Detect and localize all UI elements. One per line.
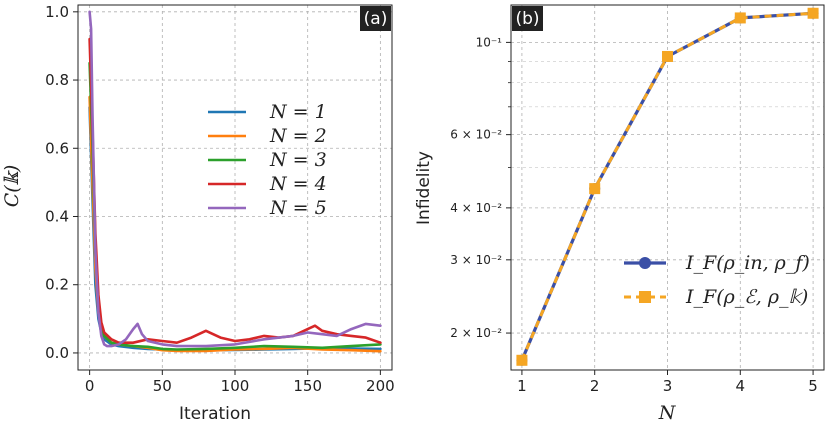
panel-a-legend-label: N = 4 [269, 173, 327, 195]
panel-b-xtick-label: 3 [663, 377, 673, 395]
panel-b-legend-marker-circle [639, 257, 651, 269]
panel-a-xtick-label: 50 [153, 377, 172, 395]
panel-b-point-e-k [589, 183, 601, 195]
panel-a-series [88, 10, 382, 353]
panel-b-xtick-label: 2 [590, 377, 600, 395]
panel-b-point-e-k [516, 354, 528, 366]
panel-b-ytick-label: 3 × 10⁻² [450, 253, 502, 267]
panel-b-ylabel: Infidelity [414, 151, 434, 225]
panel-a-legend-label: N = 5 [269, 197, 327, 219]
panel-a-xtick-label: 100 [221, 377, 250, 395]
panel-a-ytick-label: 0.8 [45, 71, 69, 89]
panel-b-legend-marker-square [639, 291, 651, 303]
panel-a-tag: (a) [364, 9, 388, 29]
panel-a-legend-label: N = 2 [269, 125, 327, 147]
panel-a-legend-label: N = 3 [269, 149, 327, 171]
panel-a-ytick-label: 1.0 [45, 3, 69, 21]
panel-a-tag-bg [360, 6, 391, 31]
panel-a-legend-label: N = 1 [269, 101, 327, 123]
panel-b-ticks: 1 2 3 4 5 2 × 10⁻² 3 × 10⁻² 4 × 10⁻² 6 × 10⁻² 10⁻… [450, 35, 818, 395]
panel-b-xtick-label: 5 [808, 377, 818, 395]
panel-b-legend: I_F(ρ_in, ρ_f) I_F(ρ_ℰ, ρ_𝕜) [624, 252, 810, 308]
panel-b-grid [511, 5, 824, 370]
panel-b-xtick-label: 1 [517, 377, 527, 395]
panel-a-ytick-label: 0.6 [45, 139, 69, 157]
panel-b-tag: (b) [515, 9, 539, 29]
panel-a-series-line [88, 10, 382, 348]
panel-a-ytick-label: 0.0 [45, 344, 69, 362]
panel-a-ytick-label: 0.4 [45, 207, 69, 225]
panel-a-xtick-label: 200 [366, 377, 395, 395]
panel-a-ticks: 0 50 100 150 200 0.0 0.2 0.4 0.6 0.8 1.0 [45, 3, 395, 395]
panel-a-ylabel: C(𝕜) [1, 165, 23, 208]
panel-b-tag-bg [512, 6, 543, 31]
panel-b-ytick-label: 2 × 10⁻² [450, 326, 502, 340]
panel-b-point-e-k [662, 50, 673, 62]
panel-a-series-line [88, 37, 382, 345]
panel-b-series [516, 7, 819, 366]
panel-a-grid [78, 5, 392, 370]
panel-a-xtick-label: 0 [85, 377, 95, 395]
panel-b: 1 2 3 4 5 2 × 10⁻² 3 × 10⁻² 4 × 10⁻² 6 × 10⁻² 10⁻… [414, 4, 825, 423]
panel-a-xlabel: Iteration [179, 404, 251, 423]
panel-a-xtick-label: 150 [293, 377, 322, 395]
panel-b-xtick-label: 4 [736, 377, 746, 395]
panel-b-ytick-label: 10⁻¹ [476, 35, 503, 49]
panel-b-ytick-label: 6 × 10⁻² [450, 128, 502, 142]
panel-b-point-e-k [807, 7, 819, 19]
panel-b-point-e-k [734, 12, 746, 24]
panel-a-legend: N = 1N = 2N = 3N = 4N = 5 [208, 101, 327, 219]
panel-b-xlabel: N [658, 402, 677, 423]
panel-b-legend-label: I_F(ρ_in, ρ_f) [685, 252, 810, 274]
panel-a: 0 50 100 150 200 0.0 0.2 0.4 0.6 0.8 1.0 (a) Itera… [1, 3, 395, 423]
panel-a-ytick-label: 0.2 [45, 276, 69, 294]
panel-b-ytick-label: 4 × 10⁻² [450, 201, 502, 215]
panel-b-legend-label: I_F(ρ_ℰ, ρ_𝕜) [685, 286, 808, 308]
